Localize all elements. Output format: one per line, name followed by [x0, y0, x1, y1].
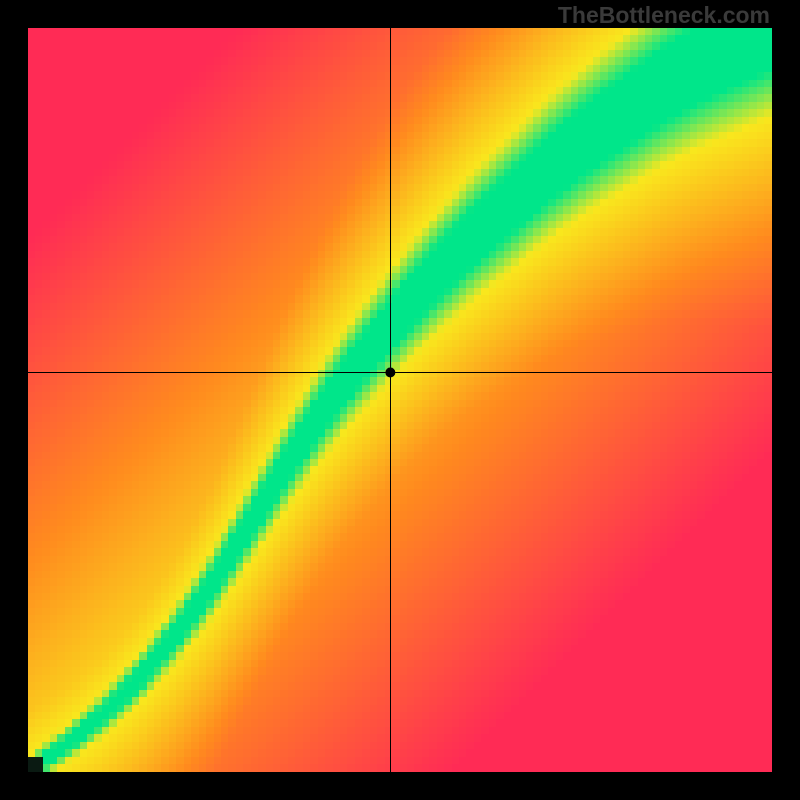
watermark-text: TheBottleneck.com — [558, 2, 770, 29]
bottleneck-heatmap — [28, 28, 772, 772]
chart-container: TheBottleneck.com — [0, 0, 800, 800]
